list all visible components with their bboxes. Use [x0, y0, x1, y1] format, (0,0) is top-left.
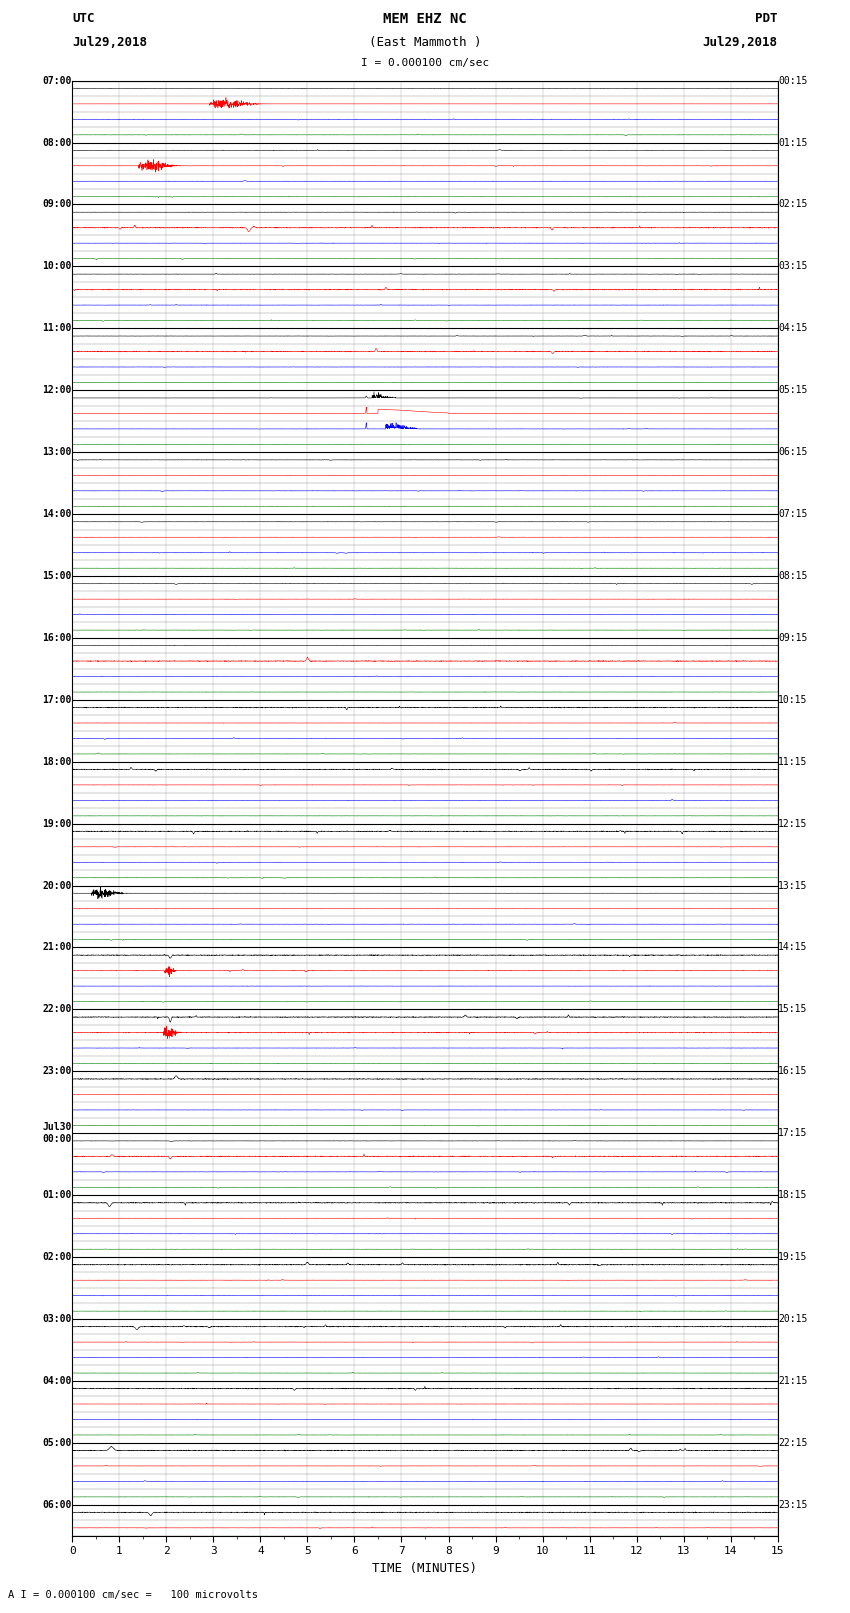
- Text: 02:15: 02:15: [779, 200, 808, 210]
- Text: 07:15: 07:15: [779, 510, 808, 519]
- Text: 14:00: 14:00: [42, 510, 71, 519]
- Text: 16:00: 16:00: [42, 632, 71, 644]
- Text: 06:15: 06:15: [779, 447, 808, 456]
- Text: 02:00: 02:00: [42, 1252, 71, 1261]
- Text: 12:00: 12:00: [42, 386, 71, 395]
- Text: 23:15: 23:15: [779, 1500, 808, 1510]
- Text: 17:00: 17:00: [42, 695, 71, 705]
- Text: 20:15: 20:15: [779, 1315, 808, 1324]
- Text: 18:00: 18:00: [42, 756, 71, 766]
- Text: 22:00: 22:00: [42, 1005, 71, 1015]
- Text: 05:00: 05:00: [42, 1437, 71, 1448]
- Text: 19:15: 19:15: [779, 1252, 808, 1261]
- Text: 11:00: 11:00: [42, 323, 71, 334]
- Text: 11:15: 11:15: [779, 756, 808, 766]
- Text: A I = 0.000100 cm/sec =   100 microvolts: A I = 0.000100 cm/sec = 100 microvolts: [8, 1590, 258, 1600]
- Text: 13:00: 13:00: [42, 447, 71, 456]
- Text: 17:15: 17:15: [779, 1127, 808, 1139]
- Text: 05:15: 05:15: [779, 386, 808, 395]
- Text: 16:15: 16:15: [779, 1066, 808, 1076]
- Text: 03:15: 03:15: [779, 261, 808, 271]
- Text: UTC: UTC: [72, 11, 94, 26]
- Text: 06:00: 06:00: [42, 1500, 71, 1510]
- Text: 19:00: 19:00: [42, 818, 71, 829]
- Text: 21:15: 21:15: [779, 1376, 808, 1386]
- Text: 03:00: 03:00: [42, 1315, 71, 1324]
- Text: 23:00: 23:00: [42, 1066, 71, 1076]
- Text: 21:00: 21:00: [42, 942, 71, 952]
- Text: 10:00: 10:00: [42, 261, 71, 271]
- Text: 07:00: 07:00: [42, 76, 71, 85]
- Text: PDT: PDT: [756, 11, 778, 26]
- Text: 22:15: 22:15: [779, 1437, 808, 1448]
- Text: I = 0.000100 cm/sec: I = 0.000100 cm/sec: [361, 58, 489, 68]
- X-axis label: TIME (MINUTES): TIME (MINUTES): [372, 1561, 478, 1574]
- Text: 01:15: 01:15: [779, 137, 808, 147]
- Text: Jul29,2018: Jul29,2018: [703, 37, 778, 50]
- Text: 08:15: 08:15: [779, 571, 808, 581]
- Text: 13:15: 13:15: [779, 881, 808, 890]
- Text: 20:00: 20:00: [42, 881, 71, 890]
- Text: 00:15: 00:15: [779, 76, 808, 85]
- Text: 12:15: 12:15: [779, 818, 808, 829]
- Text: 04:00: 04:00: [42, 1376, 71, 1386]
- Text: 15:00: 15:00: [42, 571, 71, 581]
- Text: 08:00: 08:00: [42, 137, 71, 147]
- Text: 15:15: 15:15: [779, 1005, 808, 1015]
- Text: 14:15: 14:15: [779, 942, 808, 952]
- Text: 09:00: 09:00: [42, 200, 71, 210]
- Text: 10:15: 10:15: [779, 695, 808, 705]
- Text: 09:15: 09:15: [779, 632, 808, 644]
- Text: Jul29,2018: Jul29,2018: [72, 37, 147, 50]
- Text: 01:00: 01:00: [42, 1190, 71, 1200]
- Text: 04:15: 04:15: [779, 323, 808, 334]
- Text: 18:15: 18:15: [779, 1190, 808, 1200]
- Text: Jul30
00:00: Jul30 00:00: [42, 1123, 71, 1144]
- Text: (East Mammoth ): (East Mammoth ): [369, 37, 481, 50]
- Text: MEM EHZ NC: MEM EHZ NC: [383, 11, 467, 26]
